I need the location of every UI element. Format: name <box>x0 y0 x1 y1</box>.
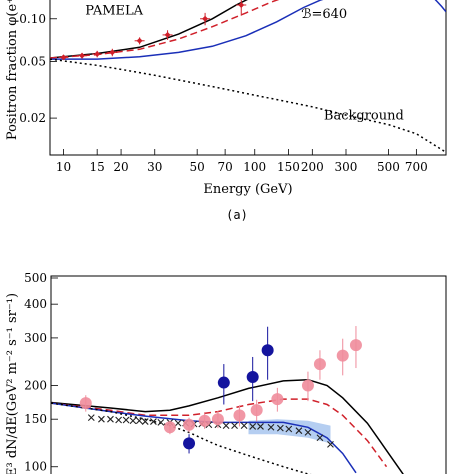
x-tick-label: 30 <box>147 160 162 174</box>
cross-marker <box>157 418 165 426</box>
data-point <box>109 49 116 56</box>
panel-b-data-points <box>79 326 362 454</box>
series-line <box>50 0 324 60</box>
cross-marker <box>304 429 312 436</box>
panel-b-ytick-labels: 100 150 200 300 400 500 <box>24 271 47 474</box>
data-point <box>79 52 86 59</box>
panel-b: 100 150 200 300 400 500 E³ dN/dE(GeV² m⁻² s⁻¹… <box>5 271 447 474</box>
data-point <box>183 418 196 431</box>
y-tick-label: 0.10 <box>19 12 46 26</box>
y-tick-label: 100 <box>24 460 47 474</box>
y-tick-label: 300 <box>24 331 47 345</box>
annotation-label: Background <box>324 108 404 123</box>
data-point <box>202 15 209 22</box>
data-point <box>163 421 176 434</box>
y-tick-label: 400 <box>24 297 47 311</box>
cross-marker <box>316 434 324 442</box>
cross-marker <box>107 415 114 423</box>
x-tick-label: 70 <box>217 160 232 174</box>
data-point <box>198 414 211 427</box>
panel-b-frame <box>50 275 447 474</box>
cross-marker <box>295 427 303 435</box>
x-tick-label: 20 <box>113 160 128 174</box>
annotation-label: ℬ=640 <box>301 7 347 22</box>
cross-marker <box>222 422 230 430</box>
annotation-label: PAMELA <box>85 4 143 19</box>
panel-a-frame <box>49 0 447 156</box>
series-line <box>51 378 404 474</box>
data-point <box>261 344 274 357</box>
panel-a-data-points <box>58 0 247 61</box>
data-point <box>164 31 171 38</box>
cross-marker <box>231 422 238 430</box>
cross-marker <box>122 416 130 424</box>
data-point <box>136 37 143 44</box>
cross-marker <box>257 423 264 430</box>
panel-b-ticks <box>51 277 58 468</box>
cross-marker <box>98 415 105 423</box>
y-tick-label: 0.02 <box>19 111 46 125</box>
panel-b-y-axis-label: E³ dN/dE(GeV² m⁻² s⁻¹ sr⁻¹) <box>5 293 20 474</box>
cross-marker <box>249 423 257 430</box>
data-point <box>217 376 230 389</box>
panel-a-y-axis-label: Positron fraction φ(e⁺) <box>5 0 20 140</box>
y-tick-label: 0.05 <box>19 55 46 69</box>
caption-a: (a) <box>226 208 248 222</box>
data-point <box>313 358 326 371</box>
panel-a-series <box>50 0 446 153</box>
data-point <box>79 397 92 410</box>
cross-marker <box>150 418 157 425</box>
x-tick-label: 50 <box>190 160 205 174</box>
x-tick-label: 10 <box>56 160 71 174</box>
series-line <box>50 0 248 59</box>
y-tick-label: 150 <box>24 412 47 426</box>
cross-marker <box>174 419 182 427</box>
data-point <box>250 404 263 417</box>
data-point <box>238 1 245 8</box>
data-point <box>233 409 246 422</box>
data-point <box>349 339 362 352</box>
cross-marker <box>129 417 137 425</box>
series-line <box>51 402 312 474</box>
x-tick-label: 100 <box>243 160 266 174</box>
panel-a-annotations: PAMELA ℬ=640 Background <box>85 4 404 124</box>
x-tick-label: 150 <box>277 160 300 174</box>
cross-marker <box>141 418 149 425</box>
panel-a-ticks <box>50 18 417 155</box>
cross-marker <box>87 414 95 422</box>
data-point <box>183 437 196 450</box>
x-tick-label: 500 <box>377 160 400 174</box>
cross-marker <box>135 417 143 425</box>
data-point <box>336 349 349 362</box>
data-point <box>211 413 224 426</box>
panel-a: 10 15 20 30 50 70 100 150 200 300 500 700 0.020.050… <box>5 0 447 197</box>
series-line <box>51 398 388 468</box>
y-tick-label: 200 <box>24 378 47 392</box>
series-line <box>434 0 446 13</box>
cross-marker <box>327 441 334 448</box>
data-point <box>246 370 259 383</box>
series-line <box>50 58 446 153</box>
x-tick-label: 700 <box>405 160 428 174</box>
series-line <box>50 0 280 59</box>
cross-marker <box>276 424 284 432</box>
panel-a-xtick-labels: 10 15 20 30 50 70 100 150 200 300 500 700 <box>56 160 428 174</box>
cross-marker <box>267 423 275 431</box>
y-tick-label: 500 <box>24 271 47 285</box>
x-tick-label: 200 <box>301 160 324 174</box>
data-point <box>60 54 67 61</box>
data-point <box>271 393 284 406</box>
x-tick-label: 15 <box>90 160 105 174</box>
data-point <box>94 51 101 58</box>
cross-marker <box>115 416 123 424</box>
cross-marker <box>240 422 248 430</box>
cross-marker <box>285 425 293 433</box>
x-tick-label: 300 <box>335 160 358 174</box>
data-point <box>301 379 314 392</box>
panel-a-x-axis-label: Energy (GeV) <box>203 182 292 197</box>
panel-a-ytick-labels: 0.02 0.05 0.10 <box>19 12 46 125</box>
